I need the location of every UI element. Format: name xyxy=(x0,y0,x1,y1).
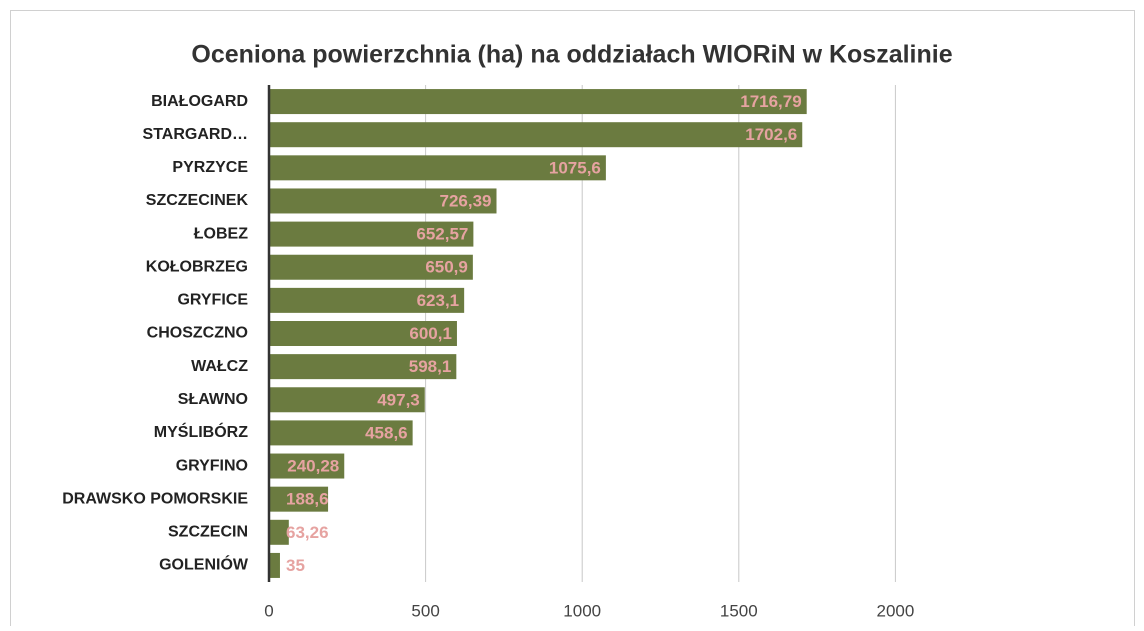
bar xyxy=(269,552,280,578)
bar xyxy=(269,254,473,280)
data-label: 63,26 xyxy=(286,523,329,542)
data-label: 600,1 xyxy=(409,324,452,343)
bar xyxy=(269,122,803,148)
y-tick-label: KOŁOBRZEG xyxy=(146,258,248,275)
y-tick-label: SŁAWNO xyxy=(178,391,248,408)
bar xyxy=(269,188,497,214)
data-label: 1702,6 xyxy=(745,125,797,144)
y-tick-label: PYRZYCE xyxy=(172,159,248,176)
chart-title: Oceniona powierzchnia (ha) na oddziałach… xyxy=(191,41,952,69)
data-label: 188,6 xyxy=(286,490,329,509)
data-label: 652,57 xyxy=(416,225,468,244)
bar xyxy=(269,486,329,512)
data-label: 1716,79 xyxy=(740,92,801,111)
data-label: 35 xyxy=(286,556,305,575)
y-tick-label: WAŁCZ xyxy=(191,358,248,375)
y-tick-label: GRYFICE xyxy=(177,292,248,309)
bar xyxy=(269,89,807,115)
data-label: 598,1 xyxy=(409,357,452,376)
bar xyxy=(269,354,457,380)
y-tick-label: SZCZECIN xyxy=(168,524,248,541)
y-tick-label: GRYFINO xyxy=(176,457,248,474)
bar xyxy=(269,420,413,446)
y-tick-label: GOLENIÓW xyxy=(159,555,249,574)
data-label: 1075,6 xyxy=(549,158,601,177)
x-tick-label: 500 xyxy=(411,601,439,620)
y-tick-label: CHOSZCZNO xyxy=(147,325,248,342)
data-label: 650,9 xyxy=(425,258,468,277)
y-tick-label: STARGARD… xyxy=(143,126,248,143)
bar xyxy=(269,453,345,479)
x-tick-label: 1000 xyxy=(563,601,601,620)
x-tick-label: 0 xyxy=(264,601,273,620)
y-tick-label: DRAWSKO POMORSKIE xyxy=(62,490,248,507)
y-tick-label: SZCZECINEK xyxy=(146,192,249,209)
x-tick-label: 1500 xyxy=(720,601,758,620)
y-tick-label: MYŚLIBÓRZ xyxy=(154,422,248,441)
bar xyxy=(269,321,457,346)
bar xyxy=(269,287,465,313)
data-label: 726,39 xyxy=(440,191,492,210)
data-label: 497,3 xyxy=(377,390,420,409)
data-label: 240,28 xyxy=(287,457,339,476)
bar xyxy=(269,221,474,247)
y-tick-label: BIAŁOGARD xyxy=(151,93,248,110)
bar xyxy=(269,519,289,545)
data-label: 458,6 xyxy=(365,423,408,442)
y-tick-label: ŁOBEZ xyxy=(194,225,248,242)
x-tick-label: 2000 xyxy=(876,601,914,620)
bar xyxy=(269,387,425,413)
data-label: 623,1 xyxy=(417,291,460,310)
bar xyxy=(269,155,606,181)
